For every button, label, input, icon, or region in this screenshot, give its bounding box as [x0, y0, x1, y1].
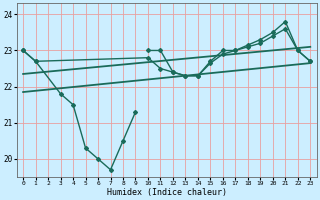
X-axis label: Humidex (Indice chaleur): Humidex (Indice chaleur): [107, 188, 227, 197]
